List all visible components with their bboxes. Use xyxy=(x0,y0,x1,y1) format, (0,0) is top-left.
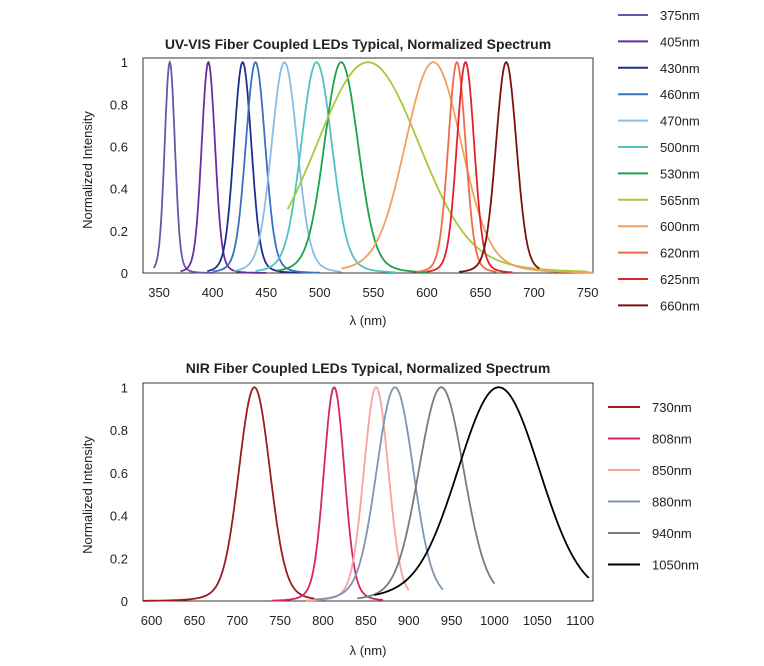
series-line-500nm xyxy=(255,61,395,274)
series-line-530nm xyxy=(276,61,427,274)
legend-label: 620nm xyxy=(660,246,700,261)
y-tick-label: 0.4 xyxy=(110,509,128,524)
x-tick-label: 900 xyxy=(398,613,420,628)
uv-vis-chart: UV-VIS Fiber Coupled LEDs Typical, Norma… xyxy=(80,8,700,328)
y-tick-label: 0.2 xyxy=(110,551,128,566)
legend-label: 430nm xyxy=(660,61,700,76)
legend-label: 470nm xyxy=(660,114,700,129)
x-tick-label: 700 xyxy=(523,285,545,300)
x-tick-label: 700 xyxy=(226,613,248,628)
y-tick-labels: 0 0.2 0.4 0.6 0.8 1 xyxy=(110,55,128,281)
legend-label: 600nm xyxy=(660,219,700,234)
x-tick-label: 750 xyxy=(577,285,599,300)
y-tick-label: 0.6 xyxy=(110,466,128,481)
series-line-808nm xyxy=(271,386,383,602)
y-tick-label: 0.8 xyxy=(110,97,128,112)
plot-frame xyxy=(142,382,594,602)
x-tick-label: 800 xyxy=(312,613,334,628)
series-line-660nm xyxy=(458,61,540,273)
legend-label: 660nm xyxy=(660,298,700,313)
legend-label: 500nm xyxy=(660,140,700,155)
plot-frame xyxy=(142,57,594,274)
series-line-470nm xyxy=(233,61,342,273)
x-tick-labels: 350 400 450 500 550 600 650 700 750 xyxy=(148,285,598,300)
chart-title: NIR Fiber Coupled LEDs Typical, Normaliz… xyxy=(186,360,551,376)
series-line-375nm xyxy=(153,59,213,274)
x-tick-label: 750 xyxy=(269,613,291,628)
legend-label: 940nm xyxy=(652,526,692,541)
legend-label: 375nm xyxy=(660,8,700,23)
x-tick-label: 600 xyxy=(141,613,163,628)
legend-label: 808nm xyxy=(652,432,692,447)
x-tick-label: 450 xyxy=(255,285,277,300)
x-tick-label: 400 xyxy=(202,285,224,300)
series-line-430nm xyxy=(207,61,299,274)
chart-title: UV-VIS Fiber Coupled LEDs Typical, Norma… xyxy=(165,36,551,52)
x-tick-label: 350 xyxy=(148,285,170,300)
legend-label: 565nm xyxy=(660,193,700,208)
legend-label: 850nm xyxy=(652,463,692,478)
y-tick-label: 0 xyxy=(121,266,128,281)
x-tick-labels: 600 650 700 750 800 850 900 950 1000 1050 1100 xyxy=(141,613,594,628)
legend-label: 530nm xyxy=(660,166,700,181)
series-line-625nm xyxy=(426,61,513,274)
legend-label: 1050nm xyxy=(652,558,699,573)
nir-chart: NIR Fiber Coupled LEDs Typical, Normaliz… xyxy=(80,360,699,658)
series-line-460nm xyxy=(212,61,320,274)
legend-label: 625nm xyxy=(660,272,700,287)
y-tick-label: 1 xyxy=(121,380,128,395)
x-tick-label: 1100 xyxy=(566,613,594,628)
legend-label: 880nm xyxy=(652,495,692,510)
x-tick-label: 650 xyxy=(470,285,492,300)
legend: 730nm 808nm 850nm 880nm 940nm 1050nm xyxy=(608,400,699,573)
y-tick-label: 0.4 xyxy=(110,182,128,197)
series-layer xyxy=(143,386,590,602)
x-tick-label: 650 xyxy=(184,613,206,628)
y-tick-labels: 0 0.2 0.4 0.6 0.8 1 xyxy=(110,380,128,609)
series-line-620nm xyxy=(416,61,497,273)
x-tick-label: 850 xyxy=(355,613,377,628)
y-tick-label: 0.6 xyxy=(110,140,128,155)
series-line-1050nm xyxy=(374,386,590,596)
series-line-565nm xyxy=(286,61,588,273)
series-line-940nm xyxy=(357,386,496,600)
y-axis-label: Normalized Intensity xyxy=(80,436,95,554)
x-tick-label: 1000 xyxy=(480,613,509,628)
legend-label: 730nm xyxy=(652,400,692,415)
x-tick-label: 500 xyxy=(309,285,331,300)
x-tick-label: 550 xyxy=(363,285,385,300)
legend: 375nm 405nm 430nm 460nm 470nm 500nm 530nm 565nm… xyxy=(618,8,700,313)
series-layer xyxy=(153,59,593,274)
y-tick-label: 0.2 xyxy=(110,224,128,239)
series-line-880nm xyxy=(314,386,444,601)
x-tick-label: 950 xyxy=(441,613,463,628)
y-tick-label: 0.8 xyxy=(110,423,128,438)
x-axis-label: λ (nm) xyxy=(350,313,387,328)
y-tick-label: 0 xyxy=(121,594,128,609)
series-line-730nm xyxy=(143,386,315,602)
y-axis-label: Normalized Intensity xyxy=(80,111,95,229)
x-tick-label: 1050 xyxy=(523,613,552,628)
x-tick-label: 600 xyxy=(416,285,438,300)
y-tick-label: 1 xyxy=(121,55,128,70)
x-axis-label: λ (nm) xyxy=(350,643,387,658)
legend-label: 460nm xyxy=(660,87,700,102)
legend-label: 405nm xyxy=(660,34,700,49)
